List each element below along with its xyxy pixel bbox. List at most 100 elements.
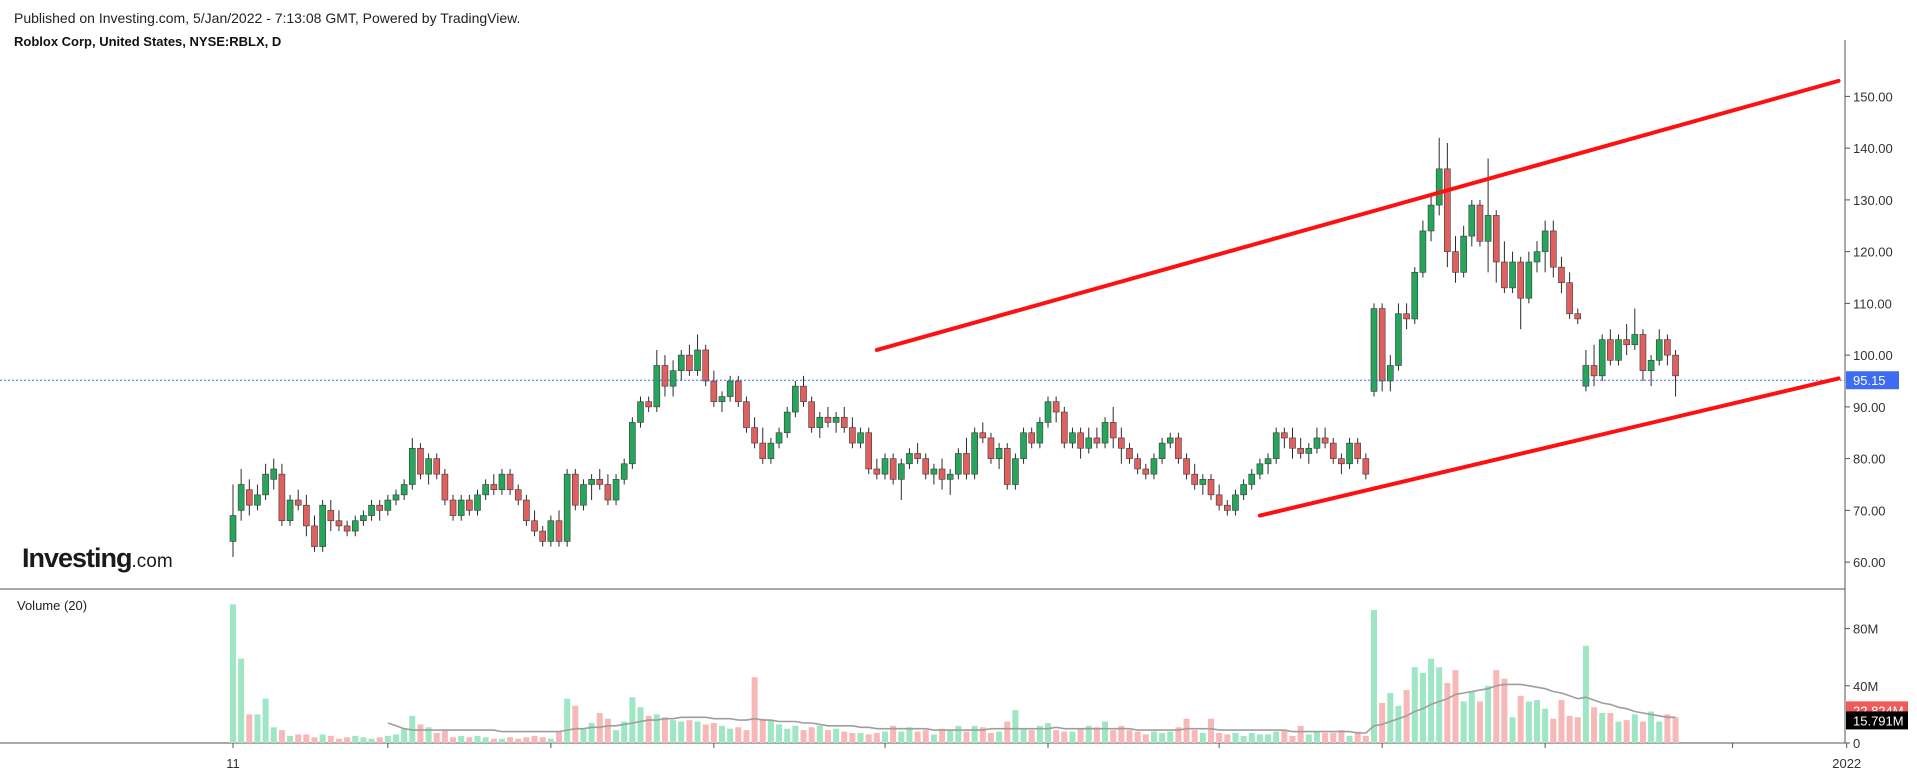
volume-bar	[1322, 732, 1329, 743]
candle-body	[783, 411, 791, 434]
volume-bar	[1330, 732, 1337, 743]
volume-bar	[278, 730, 285, 743]
volume-bar	[1607, 712, 1614, 743]
volume-bar	[792, 725, 799, 743]
volume-bar	[914, 731, 921, 743]
volume-bar	[1199, 732, 1206, 743]
investing-logo: Investing.com	[22, 543, 173, 574]
trendline-lower	[1257, 376, 1841, 518]
volume-bar	[947, 730, 954, 743]
candle-body	[1387, 365, 1394, 382]
price-tick-label: 80.00	[1853, 452, 1886, 467]
candle-body	[514, 489, 522, 501]
candle-body	[563, 473, 571, 542]
volume-ma-line	[387, 683, 1676, 734]
candle-body	[849, 427, 856, 444]
candle-body	[1639, 334, 1647, 371]
volume-bar	[303, 734, 310, 743]
candle-body	[816, 416, 824, 428]
candle-body	[1460, 235, 1467, 273]
price-tick-label: 150.00	[1853, 89, 1893, 104]
candle-body	[588, 479, 595, 485]
volume-bar	[523, 737, 530, 743]
candle-body	[1509, 261, 1516, 289]
volume-bar	[246, 714, 253, 743]
volume-panel-label: Volume (20)	[17, 598, 88, 613]
volume-bar	[1582, 645, 1589, 743]
volume-bar	[1273, 731, 1280, 743]
candle-body	[824, 416, 832, 423]
candle-body	[759, 442, 767, 459]
volume-bar	[1118, 725, 1125, 743]
volume-bar	[906, 727, 913, 743]
volume-bar	[955, 725, 962, 743]
candle-body	[1558, 266, 1565, 283]
candle-body	[1574, 313, 1582, 320]
candle-body	[873, 468, 881, 475]
candle-body	[580, 484, 587, 506]
candle-body	[1028, 432, 1035, 444]
volume-bar	[702, 724, 709, 743]
candle-body	[1158, 442, 1166, 459]
candle-body	[351, 520, 359, 532]
price-tick-label: 120.00	[1853, 245, 1893, 260]
candle-body	[1109, 422, 1117, 439]
candle-body	[734, 380, 742, 403]
volume-bar	[319, 734, 326, 743]
candle-body	[1215, 494, 1223, 506]
volume-bar	[564, 698, 571, 743]
volume-tick-label: 0	[1853, 736, 1860, 751]
volume-bar	[1305, 734, 1312, 743]
volume-bar	[335, 738, 342, 743]
candle-body	[1191, 473, 1198, 485]
candle-body	[1305, 447, 1313, 454]
candle-body	[1517, 261, 1524, 299]
candle-body	[1354, 442, 1361, 459]
candle-body	[620, 463, 628, 480]
candle-body	[629, 422, 636, 465]
volume-bar	[930, 734, 937, 743]
volume-bar	[1338, 730, 1345, 743]
candle-body	[360, 515, 367, 522]
candle-body	[571, 473, 579, 506]
volume-bar	[1444, 682, 1451, 743]
volume-bar	[1248, 732, 1255, 743]
candle-body	[1444, 168, 1451, 252]
volume-bar	[735, 727, 742, 743]
volume-bar	[311, 737, 318, 743]
volume-bar	[1313, 731, 1320, 743]
volume-bar	[767, 720, 774, 743]
candle-body	[1631, 334, 1639, 346]
volume-bar	[987, 732, 994, 743]
volume-bar	[498, 738, 505, 743]
candle-body	[457, 499, 465, 516]
candle-body	[1061, 411, 1068, 444]
trendline-upper	[874, 78, 1841, 352]
time-tick-label: 11	[226, 756, 240, 771]
candle-body	[1411, 272, 1419, 320]
candle-body	[995, 447, 1003, 459]
volume-bar	[1069, 731, 1076, 743]
candle-body	[1550, 230, 1557, 268]
candle-body	[1403, 313, 1410, 320]
volume-bar	[1599, 712, 1606, 743]
candle-body	[1435, 168, 1443, 206]
candle-body	[1664, 339, 1671, 356]
volume-bar	[1297, 725, 1304, 743]
candle-body	[1346, 442, 1353, 465]
volume-bar	[1354, 731, 1361, 743]
volume-bar	[1183, 718, 1190, 743]
volume-bar	[1631, 714, 1638, 743]
candle-body	[669, 370, 677, 387]
candle-body	[775, 432, 783, 444]
volume-bar	[613, 730, 620, 743]
price-tick-label: 90.00	[1853, 400, 1886, 415]
volume-bar	[1134, 731, 1141, 743]
volume-bar	[1093, 727, 1100, 743]
candle-body	[718, 396, 726, 403]
volume-bar	[262, 698, 269, 743]
candle-body	[955, 453, 962, 475]
volume-bar	[1061, 731, 1068, 743]
candle-body	[914, 453, 921, 459]
